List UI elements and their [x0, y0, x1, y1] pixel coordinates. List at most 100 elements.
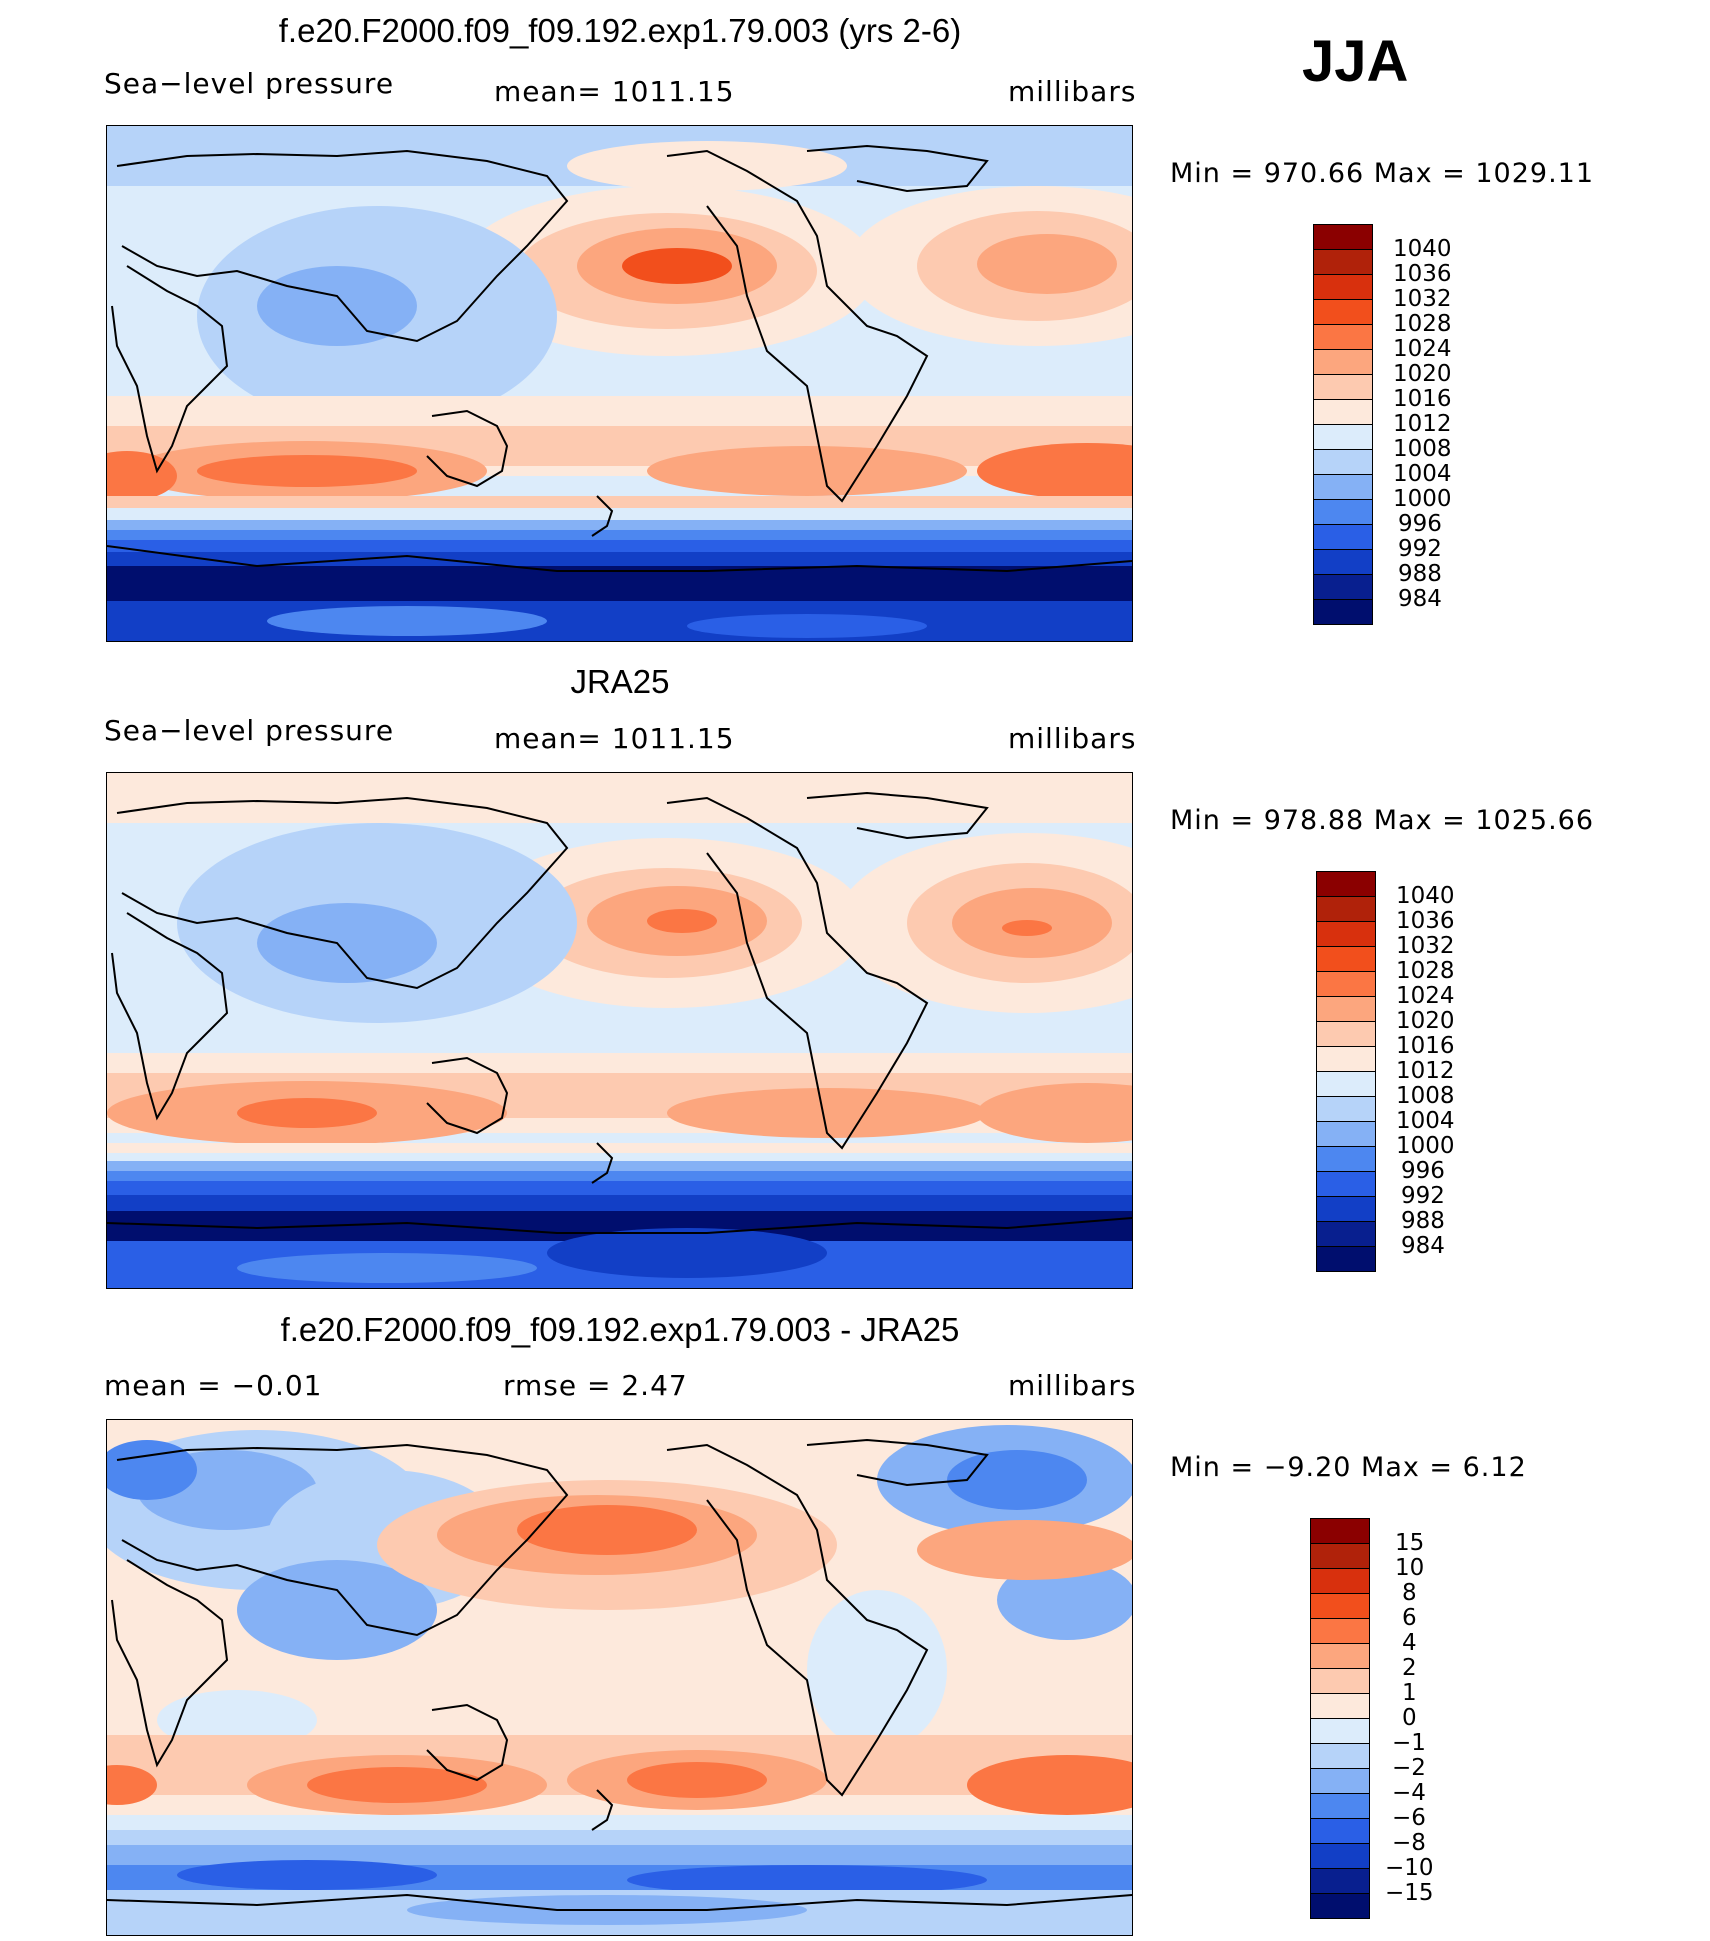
colorbar-swatch — [1313, 274, 1373, 300]
colorbar-swatch — [1316, 1021, 1376, 1047]
colorbar-label: 8 — [1402, 1580, 1417, 1606]
panel-1-map — [106, 125, 1133, 642]
panel-3-mean-label: mean = −0.01 — [104, 1369, 323, 1402]
panel-3-minmax: Min = −9.20 Max = 6.12 — [1170, 1452, 1527, 1483]
colorbar-label: −1 — [1392, 1730, 1426, 1756]
panel-2-mean-label: mean= 1011.15 — [494, 722, 735, 755]
colorbar-label: 1016 — [1393, 386, 1452, 412]
colorbar-swatch — [1310, 1893, 1370, 1919]
colorbar-label: −15 — [1385, 1880, 1434, 1906]
panel-1-title: f.e20.F2000.f09_f09.192.exp1.79.003 (yrs… — [278, 12, 962, 49]
colorbar-swatch — [1316, 1146, 1376, 1172]
colorbar-swatch — [1313, 474, 1373, 500]
colorbar-label: 1000 — [1396, 1133, 1455, 1159]
colorbar-swatch — [1313, 499, 1373, 525]
colorbar-swatch — [1310, 1593, 1370, 1619]
colorbar-swatch — [1313, 599, 1373, 625]
colorbar-label: 984 — [1401, 1233, 1445, 1259]
panel-3-units-label: millibars — [1008, 1369, 1137, 1402]
colorbar-swatch — [1313, 424, 1373, 450]
colorbar-label: 1016 — [1396, 1033, 1455, 1059]
colorbar-swatch — [1310, 1768, 1370, 1794]
colorbar-label: 1004 — [1396, 1108, 1455, 1134]
colorbar-swatch — [1310, 1818, 1370, 1844]
colorbar-label: 1028 — [1396, 958, 1455, 984]
colorbar-swatch — [1310, 1868, 1370, 1894]
colorbar-label: 1032 — [1393, 286, 1452, 312]
colorbar-label: 988 — [1398, 561, 1442, 587]
colorbar-label: 1012 — [1393, 411, 1452, 437]
panel-3-map — [106, 1419, 1133, 1936]
colorbar-label: −2 — [1392, 1755, 1426, 1781]
colorbar-swatch — [1310, 1693, 1370, 1719]
colorbar-swatch — [1313, 324, 1373, 350]
colorbar-swatch — [1316, 996, 1376, 1022]
colorbar-label: 1036 — [1393, 261, 1452, 287]
colorbar-label: −10 — [1385, 1855, 1434, 1881]
colorbar-label: 1020 — [1396, 1008, 1455, 1034]
panel-3-title: f.e20.F2000.f09_f09.192.exp1.79.003 - JR… — [280, 1311, 960, 1348]
colorbar-swatch — [1313, 374, 1373, 400]
colorbar-label: 1008 — [1396, 1083, 1455, 1109]
panel-1-units-label: millibars — [1008, 75, 1137, 108]
colorbar-swatch — [1310, 1743, 1370, 1769]
colorbar-swatch — [1313, 524, 1373, 550]
colorbar-label: 992 — [1398, 536, 1442, 562]
colorbar-label: 1036 — [1396, 908, 1455, 934]
colorbar-swatch — [1316, 1071, 1376, 1097]
panel-1-minmax: Min = 970.66 Max = 1029.11 — [1170, 158, 1595, 189]
colorbar-swatch — [1316, 971, 1376, 997]
colorbar-swatch — [1313, 549, 1373, 575]
colorbar-swatch — [1316, 921, 1376, 947]
colorbar-label: 2 — [1402, 1655, 1417, 1681]
panel-2-units-label: millibars — [1008, 722, 1137, 755]
colorbar-label: 1024 — [1393, 336, 1452, 362]
colorbar-label: 996 — [1398, 511, 1442, 537]
panel-1-mean-label: mean= 1011.15 — [494, 75, 735, 108]
colorbar-swatch — [1313, 399, 1373, 425]
colorbar-swatch — [1316, 1171, 1376, 1197]
colorbar-swatch — [1316, 946, 1376, 972]
panel-1-variable-label: Sea−level pressure — [104, 67, 395, 100]
colorbar-label: 6 — [1402, 1605, 1417, 1631]
colorbar-label: 1004 — [1393, 461, 1452, 487]
colorbar-swatch — [1310, 1568, 1370, 1594]
colorbar-swatch — [1316, 1046, 1376, 1072]
colorbar-label: 996 — [1401, 1158, 1445, 1184]
panel-2-minmax: Min = 978.88 Max = 1025.66 — [1170, 805, 1595, 836]
colorbar-label: 4 — [1402, 1630, 1417, 1656]
colorbar-label: −8 — [1392, 1830, 1426, 1856]
colorbar-label: 15 — [1395, 1530, 1425, 1556]
colorbar-swatch — [1316, 1096, 1376, 1122]
panel-3-rmse-label: rmse = 2.47 — [503, 1369, 688, 1402]
colorbar-swatch — [1313, 249, 1373, 275]
colorbar-swatch — [1313, 574, 1373, 600]
panel-2-variable-label: Sea−level pressure — [104, 714, 395, 747]
colorbar-swatch — [1313, 449, 1373, 475]
colorbar-label: 1032 — [1396, 933, 1455, 959]
colorbar-label: 984 — [1398, 586, 1442, 612]
colorbar-swatch — [1313, 224, 1373, 250]
colorbar-label: 988 — [1401, 1208, 1445, 1234]
colorbar-label: 992 — [1401, 1183, 1445, 1209]
colorbar-label: 1020 — [1393, 361, 1452, 387]
colorbar-label: −6 — [1392, 1805, 1426, 1831]
colorbar-swatch — [1313, 299, 1373, 325]
panel-2-title: JRA25 — [570, 663, 670, 700]
colorbar-swatch — [1310, 1843, 1370, 1869]
colorbar-label: 1 — [1402, 1680, 1417, 1706]
colorbar-swatch — [1310, 1668, 1370, 1694]
colorbar-label: 1000 — [1393, 486, 1452, 512]
colorbar-label: 1040 — [1393, 236, 1452, 262]
colorbar-swatch — [1316, 1221, 1376, 1247]
colorbar-swatch — [1310, 1518, 1370, 1544]
colorbar-label: −4 — [1392, 1780, 1426, 1806]
colorbar-label: 1012 — [1396, 1058, 1455, 1084]
colorbar-swatch — [1313, 349, 1373, 375]
colorbar-label: 1008 — [1393, 436, 1452, 462]
season-label: JJA — [1302, 29, 1409, 94]
colorbar-swatch — [1310, 1543, 1370, 1569]
colorbar-swatch — [1316, 896, 1376, 922]
colorbar-swatch — [1310, 1618, 1370, 1644]
colorbar-swatch — [1310, 1718, 1370, 1744]
